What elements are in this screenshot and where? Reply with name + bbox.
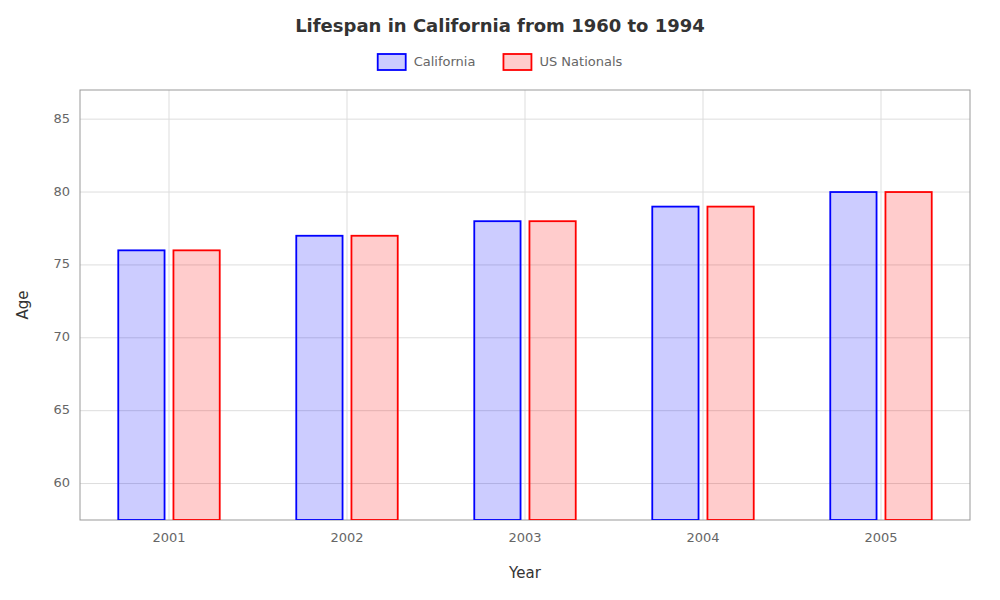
x-tick-label: 2002	[330, 530, 363, 545]
legend-label: California	[414, 54, 476, 69]
x-grid-line	[169, 90, 170, 520]
x-tick-label: 2003	[508, 530, 541, 545]
page: {"chart_data": {"type": "bar", "title": …	[0, 0, 1000, 600]
plot-frame	[80, 90, 970, 520]
x-tick-label: 2004	[686, 530, 719, 545]
bar	[173, 250, 219, 520]
x-grid-line	[881, 90, 882, 520]
y-tick-label: 80	[53, 184, 70, 199]
bar	[529, 221, 575, 520]
x-tick-label: 2005	[864, 530, 897, 545]
bars	[118, 192, 931, 520]
x-grid-line	[525, 90, 526, 520]
x-tick-label: 2001	[152, 530, 185, 545]
bar	[885, 192, 931, 520]
bar	[707, 207, 753, 520]
bar	[830, 192, 876, 520]
legend-item: US Nationals	[503, 54, 622, 71]
bar	[474, 221, 520, 520]
legend-swatch	[503, 54, 531, 70]
y-tick-label: 60	[53, 475, 70, 490]
legend-item: California	[378, 54, 476, 71]
x-grid-line	[347, 90, 348, 520]
bar	[296, 236, 342, 520]
legend: California US Nationals	[378, 54, 623, 71]
legend-swatch	[378, 54, 406, 70]
legend-label: US Nationals	[539, 54, 622, 69]
y-tick-label: 75	[53, 256, 70, 271]
chart-title: Lifespan in California from 1960 to 1994	[295, 15, 705, 36]
y-tick-label: 70	[53, 329, 70, 344]
y-axis-label: Age	[14, 290, 32, 319]
bar	[118, 250, 164, 520]
grid	[80, 90, 970, 520]
y-tick-label: 65	[53, 402, 70, 417]
bar	[652, 207, 698, 520]
y-tick-label: 85	[53, 111, 70, 126]
x-axis-label: Year	[508, 564, 542, 582]
bar	[351, 236, 397, 520]
x-grid-line	[703, 90, 704, 520]
chart-container: 60 65 70 75 80 85 2001 2002 2003 2004 2005 Year Age L…	[0, 0, 1000, 600]
chart-svg: 60 65 70 75 80 85 2001 2002 2003 2004 2005 Year Age L…	[0, 0, 1000, 600]
